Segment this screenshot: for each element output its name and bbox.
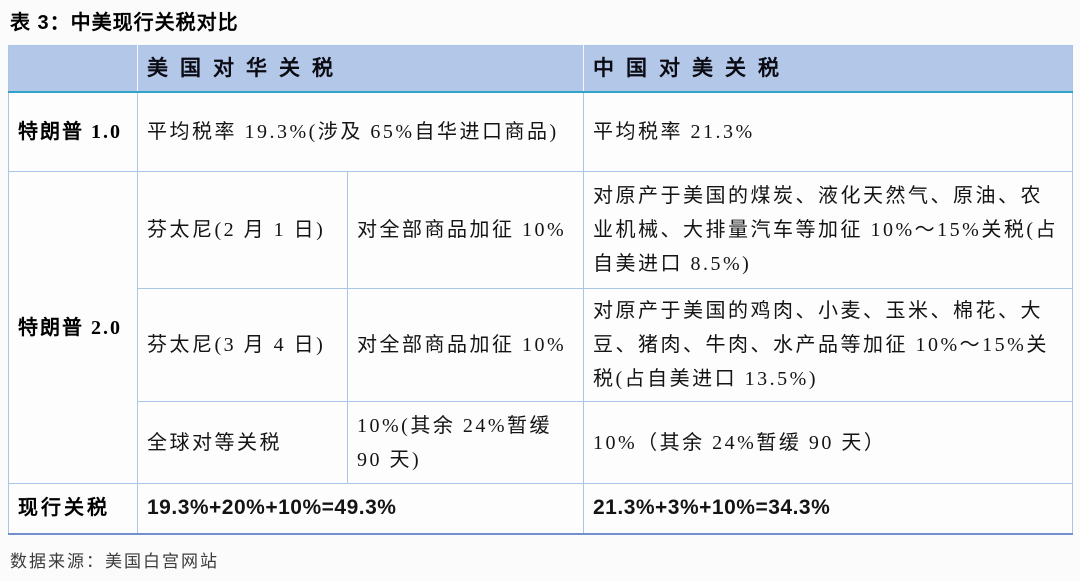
cell-current-cn-total: 21.3%+3%+10%=34.3% bbox=[583, 483, 1073, 534]
table-title: 表 3：中美现行关税对比 bbox=[10, 12, 239, 34]
row-trump-1-0: 特朗普 1.0 平均税率 19.3%(涉及 65%自华进口商品) 平均税率 21… bbox=[8, 91, 1073, 172]
row-global-reciprocal: 全球对等关税 10%(其余 24%暂缓 90 天) 10%（其余 24%暂缓 9… bbox=[9, 401, 1073, 484]
cell-fentanyl-feb1-us: 对全部商品加征 10% bbox=[347, 171, 584, 289]
cell-global-reciprocal-cn: 10%（其余 24%暂缓 90 天） bbox=[583, 401, 1073, 484]
data-source-note: 数据来源：美国白宫网站 bbox=[10, 551, 219, 571]
cell-trump1-us-tariff: 平均税率 19.3%(涉及 65%自华进口商品) bbox=[137, 91, 584, 172]
row-label-trump-1-0: 特朗普 1.0 bbox=[8, 91, 138, 172]
cell-fentanyl-mar4-name: 芬太尼(3 月 4 日) bbox=[137, 288, 348, 402]
cell-trump1-cn-tariff: 平均税率 21.3% bbox=[583, 91, 1073, 172]
header-us-on-china: 美国对华关税 bbox=[137, 45, 584, 93]
cell-fentanyl-mar4-cn: 对原产于美国的鸡肉、小麦、玉米、棉花、大豆、猪肉、牛肉、水产品等加征 10%～1… bbox=[583, 288, 1073, 402]
header-row: 美国对华关税 中国对美关税 bbox=[8, 45, 1073, 93]
header-empty-cell bbox=[8, 45, 138, 93]
row-fentanyl-feb1: 特朗普 2.0 芬太尼(2 月 1 日) 对全部商品加征 10% 对原产于美国的… bbox=[8, 171, 1073, 484]
row-current-tariff: 现行关税 19.3%+20%+10%=49.3% 21.3%+3%+10%=34… bbox=[8, 483, 1073, 534]
cell-current-us-total: 19.3%+20%+10%=49.3% bbox=[137, 483, 584, 534]
cell-global-reciprocal-name: 全球对等关税 bbox=[137, 401, 348, 484]
header-china-on-us: 中国对美关税 bbox=[583, 45, 1073, 93]
cell-global-reciprocal-us: 10%(其余 24%暂缓 90 天) bbox=[347, 401, 584, 484]
tariff-comparison-table: 美国对华关税 中国对美关税 特朗普 1.0 平均税率 19.3%(涉及 65%自… bbox=[8, 45, 1073, 535]
row-label-trump-2-0: 特朗普 2.0 bbox=[8, 171, 138, 484]
cell-fentanyl-feb1-name: 芬太尼(2 月 1 日) bbox=[137, 171, 348, 289]
cell-fentanyl-feb1-cn: 对原产于美国的煤炭、液化天然气、原油、农业机械、大排量汽车等加征 10%～15%… bbox=[583, 171, 1073, 289]
row-fentanyl-mar4: 芬太尼(3 月 4 日) 对全部商品加征 10% 对原产于美国的鸡肉、小麦、玉米… bbox=[9, 288, 1073, 402]
cell-fentanyl-mar4-us: 对全部商品加征 10% bbox=[347, 288, 584, 402]
row-label-current-tariff: 现行关税 bbox=[8, 483, 138, 534]
